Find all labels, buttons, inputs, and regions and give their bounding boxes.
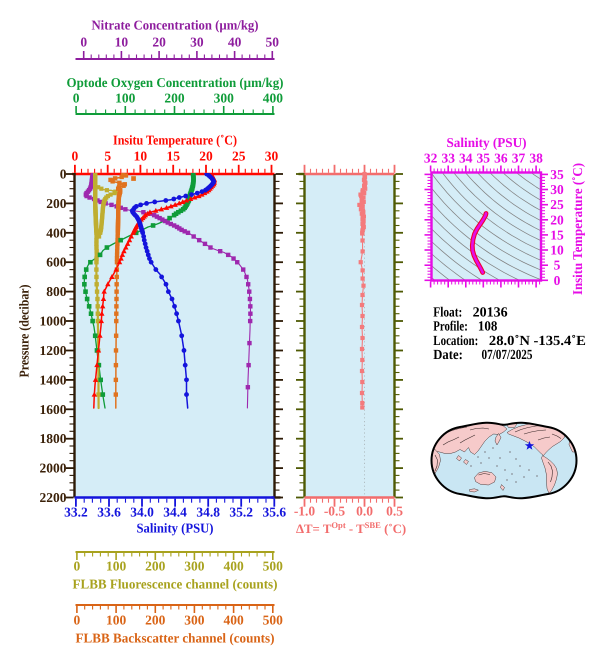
svg-text:400: 400 [223, 613, 244, 628]
svg-text:07/07/2025: 07/07/2025 [482, 348, 533, 363]
svg-text:5: 5 [104, 149, 111, 164]
svg-text:0: 0 [72, 149, 79, 164]
svg-text:20: 20 [199, 149, 213, 164]
svg-text:35: 35 [550, 167, 564, 182]
svg-text:25: 25 [550, 197, 564, 212]
svg-text:38: 38 [529, 151, 543, 166]
svg-text:Location:: Location: [433, 334, 478, 349]
svg-text:FLBB Fluorescence channel (cou: FLBB Fluorescence channel (counts) [73, 577, 278, 592]
svg-text:10: 10 [550, 243, 564, 258]
svg-text:35.2: 35.2 [229, 505, 253, 520]
svg-text:Float:: Float: [433, 306, 462, 321]
svg-text:200: 200 [145, 559, 166, 574]
svg-text:1600: 1600 [40, 402, 67, 417]
svg-text:2200: 2200 [40, 490, 67, 505]
svg-text:Pressure (decibar): Pressure (decibar) [17, 285, 32, 378]
svg-text:1200: 1200 [40, 343, 67, 358]
svg-text:108: 108 [478, 320, 498, 335]
svg-text:10: 10 [134, 149, 148, 164]
svg-text:15: 15 [166, 149, 180, 164]
svg-text:500: 500 [263, 613, 284, 628]
svg-text:36: 36 [494, 151, 508, 166]
svg-text:15: 15 [550, 227, 564, 242]
svg-text:34.0: 34.0 [130, 505, 154, 520]
svg-text:20136: 20136 [473, 306, 508, 321]
svg-text:800: 800 [46, 284, 67, 299]
svg-text:200: 200 [145, 613, 166, 628]
svg-text:34: 34 [459, 151, 473, 166]
svg-text:Date:: Date: [433, 348, 463, 363]
svg-text:Insitu Temperature (˚C): Insitu Temperature (˚C) [113, 133, 237, 148]
svg-text:34.4: 34.4 [163, 505, 187, 520]
svg-text:30: 30 [190, 35, 204, 50]
svg-text:30: 30 [550, 182, 564, 197]
svg-text:FLBB Backscatter channel (coun: FLBB Backscatter channel (counts) [76, 631, 275, 646]
svg-text:400: 400 [263, 91, 284, 106]
svg-text:0.0: 0.0 [356, 504, 373, 519]
svg-text:30: 30 [265, 149, 279, 164]
svg-text:400: 400 [223, 559, 244, 574]
svg-text:300: 300 [214, 91, 235, 106]
svg-text:1000: 1000 [40, 314, 67, 329]
svg-text:-0.5: -0.5 [324, 504, 346, 519]
svg-text:Nitrate Concentration (µm/kg): Nitrate Concentration (µm/kg) [92, 18, 259, 33]
svg-text:Salinity (PSU): Salinity (PSU) [447, 135, 527, 150]
svg-text:600: 600 [46, 255, 67, 270]
svg-text:1800: 1800 [40, 431, 67, 446]
svg-text:34.8: 34.8 [196, 505, 220, 520]
svg-text:100: 100 [106, 559, 127, 574]
svg-text:33: 33 [441, 151, 455, 166]
svg-text:Insitu Temperature (˚C): Insitu Temperature (˚C) [570, 163, 585, 295]
svg-text:33.2: 33.2 [64, 505, 88, 520]
svg-text:20: 20 [550, 212, 564, 227]
svg-text:40: 40 [228, 35, 242, 50]
svg-text:-1.0: -1.0 [294, 504, 316, 519]
svg-text:37: 37 [512, 151, 526, 166]
svg-text:0: 0 [74, 613, 81, 628]
svg-text:300: 300 [184, 559, 205, 574]
svg-text:0: 0 [554, 273, 561, 288]
svg-text:Salinity (PSU): Salinity (PSU) [137, 521, 214, 536]
svg-text:100: 100 [106, 613, 127, 628]
svg-text:400: 400 [46, 225, 67, 240]
svg-text:500: 500 [263, 559, 284, 574]
svg-text:100: 100 [115, 91, 136, 106]
svg-text:200: 200 [46, 196, 67, 211]
svg-text:Optode Oxygen Concentration (µ: Optode Oxygen Concentration (µm/kg) [67, 75, 284, 90]
svg-text:Profile:: Profile: [433, 320, 468, 335]
svg-text:32: 32 [424, 151, 438, 166]
svg-text:35: 35 [477, 151, 491, 166]
svg-text:300: 300 [184, 613, 205, 628]
svg-text:28.0˚N -135.4˚E: 28.0˚N -135.4˚E [489, 334, 586, 349]
svg-text:1400: 1400 [40, 372, 67, 387]
svg-text:35.6: 35.6 [262, 505, 286, 520]
svg-text:0: 0 [60, 167, 67, 182]
svg-text:ΔT= TOpt - TSBE (˚C): ΔT= TOpt - TSBE (˚C) [296, 520, 406, 536]
svg-text:2000: 2000 [40, 461, 67, 476]
svg-text:0: 0 [80, 35, 87, 50]
svg-text:33.6: 33.6 [97, 505, 121, 520]
svg-text:10: 10 [115, 35, 129, 50]
svg-text:5: 5 [554, 258, 561, 273]
svg-text:0: 0 [73, 91, 80, 106]
svg-text:0.5: 0.5 [386, 504, 403, 519]
svg-text:20: 20 [152, 35, 166, 50]
svg-text:200: 200 [164, 91, 185, 106]
svg-text:50: 50 [266, 35, 280, 50]
svg-text:25: 25 [232, 149, 246, 164]
svg-text:0: 0 [74, 559, 81, 574]
